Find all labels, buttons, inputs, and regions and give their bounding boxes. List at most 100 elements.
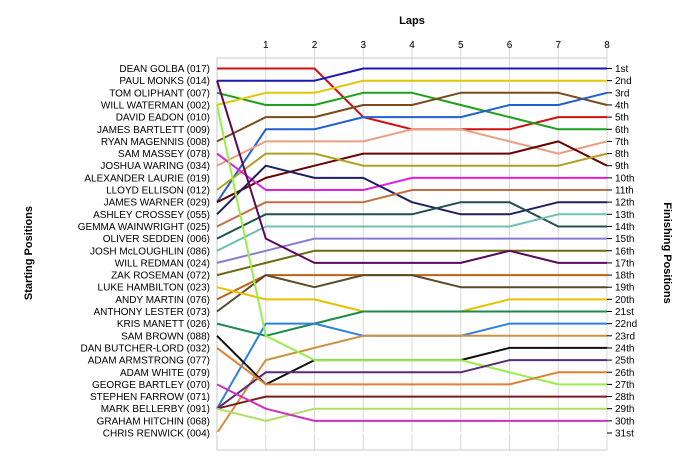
finishing-position-label: 24th — [615, 343, 634, 354]
finishing-position-label: 14th — [615, 222, 634, 233]
starting-position-label: WILL REDMAN (024) — [115, 258, 210, 269]
x-tick-label: 6 — [507, 40, 513, 51]
finishing-position-label: 6th — [615, 125, 629, 136]
finishing-position-label: 19th — [615, 283, 634, 294]
series-line — [216, 152, 607, 191]
x-tick-label: 4 — [409, 40, 415, 51]
starting-position-label: SAM BROWN (088) — [121, 331, 210, 342]
starting-position-label: GEORGE BARTLEY (070) — [92, 380, 210, 391]
finishing-position-label: 16th — [615, 246, 634, 257]
finishing-position-label: 7th — [615, 137, 629, 148]
finishing-position-label: 22nd — [615, 319, 637, 330]
finishing-position-label: 3rd — [615, 88, 629, 99]
series-lines — [216, 67, 608, 434]
series-line — [216, 152, 608, 191]
finishing-position-label: 30th — [615, 416, 634, 427]
x-tick-label: 3 — [360, 40, 366, 51]
series-line — [216, 80, 607, 264]
series-line — [216, 164, 607, 216]
finishing-position-label: 28th — [615, 392, 634, 403]
starting-position-label: KRIS MANETT (026) — [117, 319, 210, 330]
right-axis-label: Finishing Positions — [661, 202, 673, 303]
series-line — [217, 67, 607, 82]
finishing-position-label: 8th — [615, 149, 629, 160]
finishing-position-label: 21st — [615, 307, 634, 318]
series-line — [216, 274, 607, 313]
starting-position-label: JAMES BARTLETT (009) — [97, 125, 210, 136]
finishing-position-label: 26th — [615, 368, 634, 379]
series-line — [216, 359, 607, 410]
finishing-position-label: 23rd — [615, 331, 635, 342]
series-line — [216, 383, 607, 422]
series-line — [216, 249, 607, 277]
starting-position-label: DAVID EADON (010) — [116, 113, 210, 124]
starting-position-label: PAUL MONKS (014) — [119, 76, 210, 87]
series-line — [216, 140, 608, 204]
finishing-position-label: 10th — [615, 173, 634, 184]
finishing-position-labels: 1st2nd3rd4th5th6th7th8th9th10th11th12th1… — [607, 64, 637, 440]
series-line — [216, 347, 607, 386]
starting-position-label: OLIVER SEDDEN (006) — [103, 234, 210, 245]
starting-position-label: JAMES WARNER (029) — [104, 198, 210, 209]
starting-position-label: ZAK ROSEMAN (072) — [111, 271, 210, 282]
starting-position-label: ANTHONY LESTER (073) — [93, 307, 210, 318]
finishing-position-label: 5th — [615, 113, 629, 124]
starting-position-label: ASHLEY CROSSEY (055) — [93, 210, 210, 221]
series-line — [216, 189, 607, 228]
starting-position-label: LUKE HAMBILTON (023) — [98, 283, 210, 294]
series-line — [216, 407, 607, 422]
starting-position-label: GEMMA WAINWRIGHT (025) — [78, 222, 210, 233]
series-line — [216, 310, 607, 337]
finishing-position-label: 15th — [615, 234, 634, 245]
finishing-position-label: 25th — [615, 356, 634, 367]
left-axis-label: Starting Positions — [23, 206, 35, 300]
starting-position-label: DEAN GOLBA (017) — [119, 64, 210, 75]
series-line — [216, 395, 607, 410]
series-line — [216, 213, 607, 252]
finishing-position-label: 12th — [615, 198, 634, 209]
starting-position-label: MARK BELLERBY (091) — [101, 404, 210, 415]
x-tick-label: 2 — [312, 40, 318, 51]
series-line — [216, 91, 608, 203]
starting-position-label: ALEXANDER LAURIE (019) — [84, 173, 210, 184]
series-line — [216, 128, 608, 167]
finishing-position-label: 1st — [615, 64, 629, 75]
vertical-gridlines — [265, 40, 608, 450]
series-line — [216, 91, 607, 131]
finishing-position-label: 20th — [615, 295, 634, 306]
starting-position-label: LLOYD ELLISON (012) — [106, 186, 210, 197]
x-tick-labels: 1 2 3 4 5 6 7 8 — [263, 40, 610, 51]
chart-title: Laps — [399, 15, 425, 27]
series-line — [216, 91, 608, 143]
starting-position-label: ADAM WHITE (079) — [120, 368, 210, 379]
starting-position-label: TOM OLIPHANT (007) — [109, 88, 210, 99]
starting-position-label: GRAHAM HITCHIN (068) — [97, 416, 210, 427]
x-tick-label: 5 — [458, 40, 464, 51]
finishing-position-label: 29th — [615, 404, 634, 415]
finishing-position-label: 13th — [615, 210, 634, 221]
starting-position-label: ANDY MARTIN (076) — [115, 295, 210, 306]
starting-position-label: CHRIS RENWICK (004) — [103, 429, 210, 440]
x-tick-label: 7 — [555, 40, 561, 51]
finishing-position-label: 18th — [615, 271, 634, 282]
starting-position-label: JOSH McLOUGHLIN (086) — [90, 246, 210, 257]
starting-position-label: ADAM ARMSTRONG (077) — [88, 356, 210, 367]
x-tick-label: 1 — [263, 40, 269, 51]
starting-position-label: SAM MASSEY (078) — [118, 149, 210, 160]
starting-position-label: JOSHUA WARING (034) — [100, 161, 210, 172]
starting-position-label: RYAN MAGENNIS (008) — [101, 137, 210, 148]
finishing-position-label: 9th — [615, 161, 629, 172]
finishing-position-label: 2nd — [615, 76, 632, 87]
x-tick-label: 8 — [604, 40, 610, 51]
starting-position-label: STEPHEN FARROW (071) — [90, 392, 210, 403]
series-line — [216, 334, 607, 434]
finishing-position-label: 31st — [615, 429, 634, 440]
starting-position-label: WILL WATERMAN (002) — [101, 100, 210, 111]
finishing-position-label: 11th — [615, 186, 634, 197]
finishing-position-label: 4th — [615, 100, 629, 111]
starting-position-label: DAN BUTCHER-LORD (032) — [81, 343, 210, 354]
starting-position-labels: DEAN GOLBA (017)PAUL MONKS (014)TOM OLIP… — [78, 64, 210, 440]
series-line — [216, 79, 607, 106]
finishing-position-label: 17th — [615, 258, 634, 269]
